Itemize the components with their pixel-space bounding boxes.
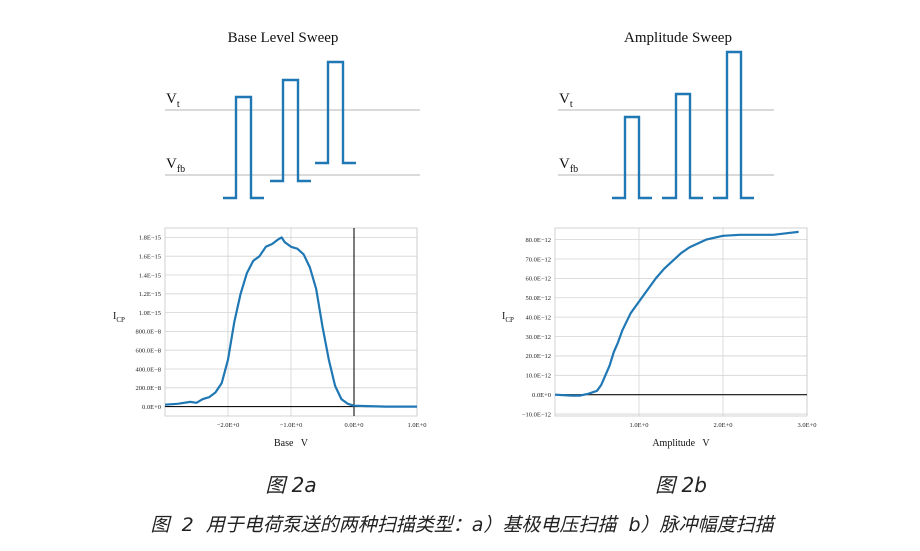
x-tick-label: 1.0E+0 — [407, 422, 426, 429]
series-line — [164, 236, 417, 408]
y-tick-label: 200.0E−8 — [135, 385, 161, 392]
y-tick-label: 60.0E−12 — [525, 276, 551, 283]
figure-label-2a: 图 2a — [265, 473, 316, 497]
y-tick-label: 10.0E−12 — [525, 373, 551, 380]
y-tick-label: 1.2E−15 — [139, 291, 161, 298]
vt-label: Vt — [166, 91, 180, 110]
amplitude-sweep-title: Amplitude Sweep — [624, 30, 732, 46]
chart1-y-axis-label: ICP — [113, 311, 125, 324]
amp-pulse-1 — [612, 115, 652, 200]
x-tick-label: 1.0E+0 — [629, 422, 648, 429]
x-tick-label: −1.0E+0 — [280, 422, 303, 429]
y-tick-label: 1.4E−15 — [139, 272, 161, 279]
y-tick-label: 400.0E−8 — [135, 366, 161, 373]
y-tick-label: 0.0E+0 — [142, 404, 161, 411]
y-tick-label: 20.0E−12 — [525, 353, 551, 360]
y-tick-label: 70.0E−12 — [525, 256, 551, 263]
chart2-frame — [554, 227, 808, 417]
y-tick-label: 30.0E−12 — [525, 334, 551, 341]
amplitude-sweep-chart: −10.0E−12 0.0E+0 10.0E−12 20.0E−12 30.0E−12 4… — [502, 227, 817, 449]
y-tick-label: 50.0E−12 — [525, 295, 551, 302]
base-level-sweep-diagram: Base Level Sweep Vt Vfb — [165, 30, 420, 200]
pulse-1 — [223, 95, 264, 200]
y-tick-label: 600.0E−8 — [135, 348, 161, 355]
y-tick-label: −10.0E−12 — [522, 411, 551, 418]
vfb-label: Vfb — [166, 156, 185, 175]
amplitude-sweep-diagram: Amplitude Sweep Vt Vfb — [558, 30, 774, 200]
x-tick-label: −2.0E+0 — [217, 422, 240, 429]
y-tick-label: 1.6E−15 — [139, 254, 161, 261]
y-tick-label: 40.0E−12 — [525, 314, 551, 321]
amp-pulse-3 — [713, 50, 754, 200]
x-tick-label: 0.0E+0 — [344, 422, 363, 429]
series-line — [554, 230, 799, 397]
y-tick-label: 1.8E−15 — [139, 235, 161, 242]
y-tick-label: 80.0E−12 — [525, 237, 551, 244]
amp-pulse-2 — [662, 92, 703, 200]
x-tick-label: 2.0E+0 — [713, 422, 732, 429]
pulse-2 — [270, 78, 311, 183]
base-sweep-chart: 0.0E+0 200.0E−8 400.0E−8 600.0E−8 800.0E−8 1.… — [113, 227, 427, 449]
chart2-x-axis-label: Amplitude V — [652, 438, 710, 449]
x-tick-label: 3.0E+0 — [797, 422, 816, 429]
base-level-sweep-title: Base Level Sweep — [228, 30, 339, 46]
y-tick-label: 1.0E−15 — [139, 310, 161, 317]
chart1-x-axis-label: Base V — [274, 438, 309, 449]
figure-label-2b: 图 2b — [655, 473, 707, 497]
figure-caption: 图 2 用于电荷泵送的两种扫描类型：a）基极电压扫描 b）脉冲幅度扫描 — [150, 514, 776, 536]
chart1-frame — [164, 227, 418, 417]
y-tick-label: 800.0E−8 — [135, 329, 161, 336]
vfb-label-2: Vfb — [559, 156, 578, 175]
y-tick-label: 0.0E+0 — [532, 392, 551, 399]
vt-label-2: Vt — [559, 91, 573, 110]
pulse-3 — [315, 60, 356, 165]
chart2-y-axis-label: ICP — [502, 311, 514, 324]
